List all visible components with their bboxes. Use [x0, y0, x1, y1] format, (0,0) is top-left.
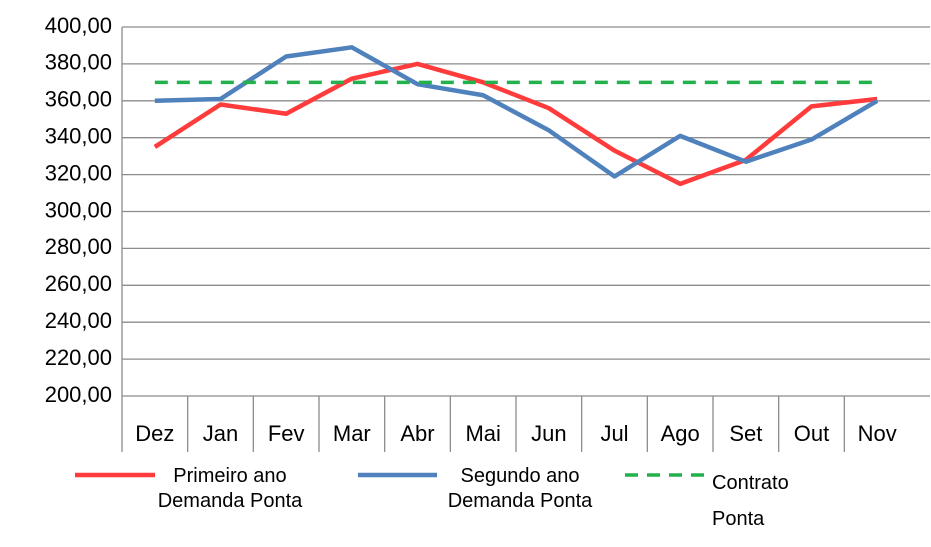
legend-label: Segundo ano Demanda Ponta [447, 465, 593, 512]
x-tick-label: Ago [661, 421, 700, 446]
x-tick-label: Jul [600, 421, 628, 446]
y-tick-label: 240,00 [45, 308, 112, 333]
x-tick-label: Jun [531, 421, 566, 446]
y-tick-label: 400,00 [45, 13, 112, 38]
x-tick-label: Jan [203, 421, 238, 446]
x-tick-label: Dez [135, 421, 174, 446]
y-tick-label: 380,00 [45, 50, 112, 75]
x-tick-label: Fev [268, 421, 305, 446]
x-tick-label: Set [729, 421, 762, 446]
y-tick-label: 340,00 [45, 124, 112, 149]
y-tick-label: 320,00 [45, 160, 112, 185]
y-tick-label: 220,00 [45, 345, 112, 370]
x-tick-label: Nov [858, 421, 897, 446]
x-tick-label: Out [794, 421, 829, 446]
y-tick-label: 260,00 [45, 271, 112, 296]
series-line [153, 61, 878, 187]
y-tick-label: 280,00 [45, 234, 112, 259]
series-line [154, 45, 879, 179]
y-tick-label: 360,00 [45, 87, 112, 112]
x-tick-label: Mai [465, 421, 500, 446]
x-tick-label: Mar [333, 421, 371, 446]
y-tick-label: 300,00 [45, 197, 112, 222]
legend-label: Contrato Ponta [712, 472, 789, 530]
legend-label: Primeiro ano Demanda Ponta [157, 465, 303, 512]
y-tick-label: 200,00 [45, 382, 112, 407]
x-tick-label: Abr [400, 421, 434, 446]
